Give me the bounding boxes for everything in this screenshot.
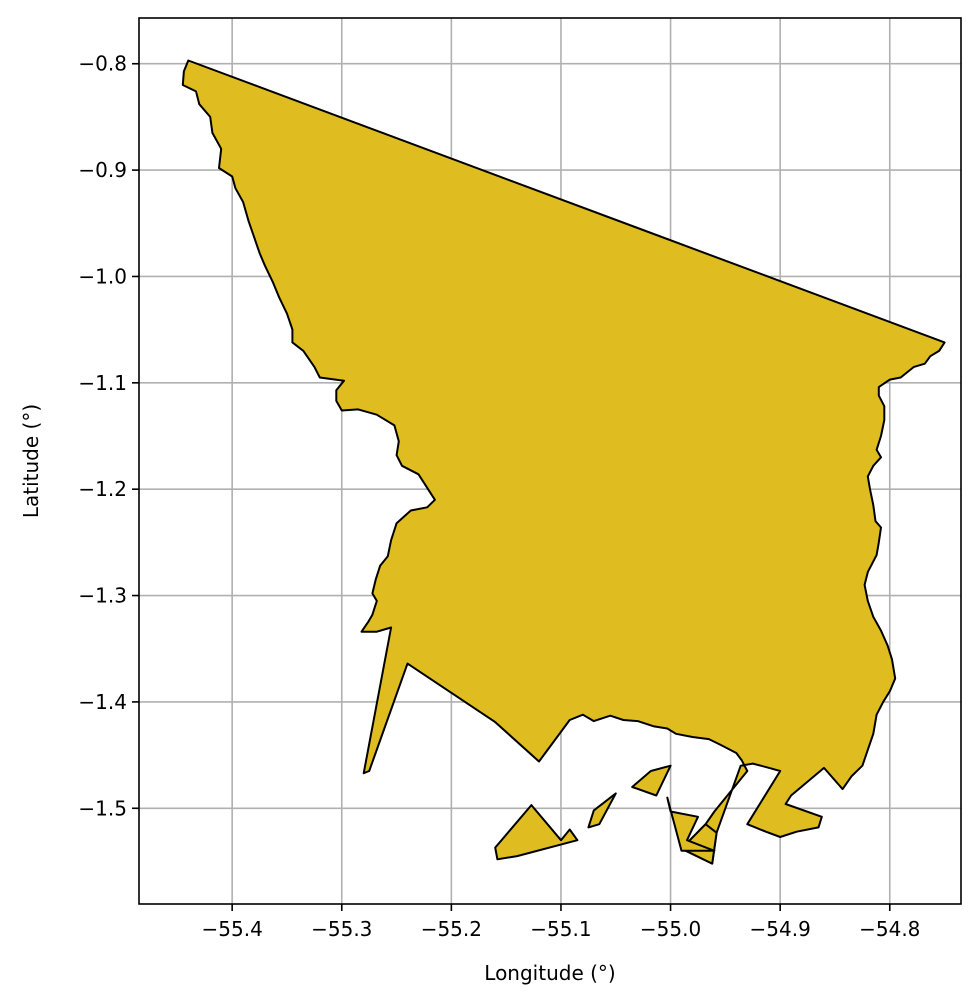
region-polygon-island-4 [494, 804, 579, 861]
x-axis-label: Longitude (°) [484, 961, 615, 985]
y-axis-label: Latitude (°) [19, 404, 43, 518]
region-shapes [181, 59, 946, 865]
y-tick-label: −1.4 [78, 690, 127, 714]
region-polygon-island-3 [587, 792, 617, 829]
y-tick-label: −0.8 [78, 52, 127, 76]
y-tick-label: −1.0 [78, 264, 127, 288]
y-tick-label: −1.5 [78, 796, 127, 820]
plot-frame [138, 17, 962, 905]
y-axis-ticks: −0.8 −0.9 −1.0 −1.1 −1.2 −1.3 −1.4 −1.5 [78, 52, 139, 820]
region-polygon-main [181, 59, 946, 865]
x-tick-label: −55.3 [311, 917, 372, 941]
x-tick-label: −54.9 [750, 917, 811, 941]
y-tick-label: −1.3 [78, 584, 127, 608]
region-polygon-island-2 [631, 764, 672, 797]
x-axis-ticks: −55.4 −55.3 −55.2 −55.1 −55.0 −54.9 −54.8 [202, 904, 920, 941]
y-tick-label: −1.2 [78, 477, 127, 501]
x-tick-label: −55.4 [202, 917, 263, 941]
x-tick-label: −54.8 [859, 917, 920, 941]
x-tick-label: −55.2 [421, 917, 482, 941]
x-tick-label: −55.1 [530, 917, 591, 941]
x-tick-label: −55.0 [640, 917, 701, 941]
region-polygon-island-5 [666, 796, 716, 852]
y-tick-label: −1.1 [78, 371, 127, 395]
y-tick-label: −0.9 [78, 158, 127, 182]
